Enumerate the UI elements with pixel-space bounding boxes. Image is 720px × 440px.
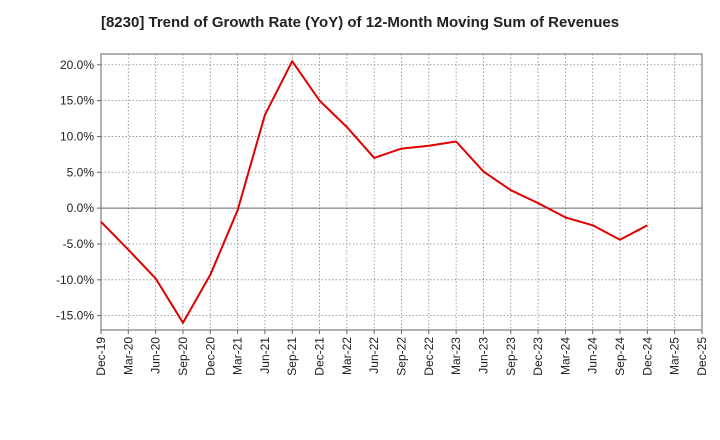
y-tick-label: 10.0% [60, 129, 94, 143]
y-tick-label: -10.0% [56, 273, 94, 287]
x-tick-label: Dec-25 [695, 337, 709, 376]
x-tick-label: Mar-22 [340, 337, 354, 375]
x-tick-label: Jun-20 [149, 337, 163, 374]
x-tick-label: Sep-24 [613, 337, 627, 376]
x-tick-label: Mar-25 [668, 337, 682, 375]
x-tick-label: Dec-24 [640, 337, 654, 376]
x-tick-label: Sep-20 [176, 337, 190, 376]
x-tick-label: Sep-23 [504, 337, 518, 376]
x-tick-label: Jun-22 [367, 337, 381, 374]
x-tick-label: Dec-19 [94, 337, 108, 376]
x-tick-label: Sep-22 [395, 337, 409, 376]
y-tick-label: -5.0% [63, 237, 95, 251]
series-line [100, 60, 648, 324]
x-tick-label: Dec-20 [203, 337, 217, 376]
x-tick-label: Jun-23 [476, 337, 490, 374]
y-tick-label: 20.0% [60, 58, 94, 72]
x-tick-label: Sep-21 [285, 337, 299, 376]
x-tick-label: Jun-21 [258, 337, 272, 374]
x-tick-label: Mar-20 [121, 337, 135, 375]
y-tick-label: 5.0% [67, 165, 95, 179]
x-tick-label: Jun-24 [586, 337, 600, 374]
chart-title: [8230] Trend of Growth Rate (YoY) of 12-… [100, 14, 620, 31]
x-tick-label: Mar-24 [558, 337, 572, 375]
x-tick-label: Mar-21 [231, 337, 245, 375]
x-tick-label: Dec-23 [531, 337, 545, 376]
x-tick-label: Dec-21 [313, 337, 327, 376]
x-tick-label: Dec-22 [422, 337, 436, 376]
y-tick-label: 0.0% [67, 201, 95, 215]
y-tick-label: -15.0% [56, 309, 94, 323]
y-tick-label: 15.0% [60, 94, 94, 108]
x-tick-label: Mar-23 [449, 337, 463, 375]
